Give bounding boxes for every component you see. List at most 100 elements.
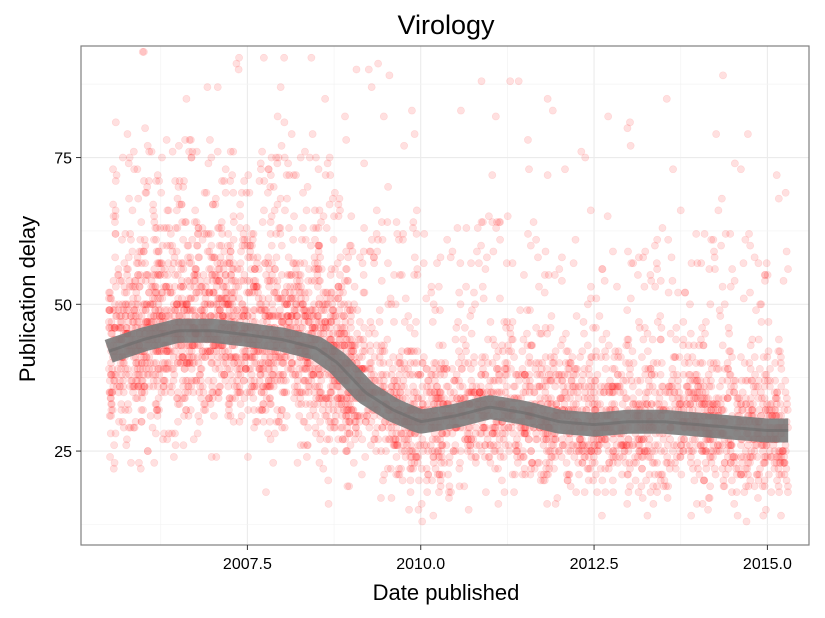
data-point	[229, 147, 238, 156]
data-point	[119, 306, 128, 315]
data-point	[228, 376, 237, 385]
data-point	[173, 224, 182, 232]
data-point	[122, 441, 131, 450]
data-point	[296, 323, 305, 332]
data-point	[127, 282, 136, 291]
data-point	[225, 394, 234, 403]
data-point	[187, 347, 196, 356]
data-point	[241, 347, 249, 356]
data-point	[212, 453, 221, 461]
data-point	[448, 364, 457, 373]
data-point	[266, 353, 274, 362]
data-point	[150, 312, 159, 320]
data-point	[619, 441, 628, 450]
data-point	[149, 200, 158, 209]
data-point	[111, 370, 120, 379]
data-point	[491, 464, 499, 473]
data-point	[500, 488, 509, 497]
data-point	[419, 259, 428, 268]
data-point	[302, 453, 311, 461]
data-point	[175, 400, 184, 409]
data-point	[294, 318, 303, 326]
data-point	[293, 312, 301, 320]
data-point	[265, 382, 274, 391]
data-point	[264, 382, 272, 391]
data-point	[299, 224, 307, 232]
data-point	[211, 200, 220, 209]
data-point	[180, 306, 188, 315]
data-point	[125, 370, 134, 379]
data-point	[234, 282, 243, 291]
data-point	[294, 271, 303, 279]
data-point	[271, 353, 280, 362]
data-point	[467, 306, 476, 315]
data-point	[177, 259, 186, 268]
data-point	[645, 382, 654, 391]
data-point	[656, 388, 664, 397]
data-point	[303, 441, 312, 450]
data-point	[129, 423, 138, 432]
data-point	[278, 294, 287, 303]
data-point	[379, 476, 387, 485]
data-point	[346, 341, 355, 350]
data-point	[318, 394, 327, 403]
data-point	[323, 435, 331, 444]
data-point	[295, 411, 304, 420]
data-point	[129, 312, 138, 320]
data-point	[428, 318, 437, 326]
data-point	[692, 229, 701, 238]
data-point	[293, 382, 302, 391]
data-point	[229, 294, 238, 303]
data-point	[194, 253, 203, 262]
data-point	[166, 288, 175, 297]
data-point	[166, 229, 175, 238]
data-point	[313, 382, 321, 391]
data-point	[152, 359, 160, 367]
data-point	[194, 359, 203, 367]
data-point	[543, 500, 552, 508]
data-point	[504, 441, 513, 450]
data-point	[727, 488, 736, 497]
data-point	[208, 253, 217, 262]
data-point	[283, 300, 292, 309]
data-point	[227, 312, 236, 320]
data-point	[240, 271, 249, 279]
data-point	[686, 376, 695, 385]
data-point	[142, 271, 150, 279]
data-point	[166, 347, 175, 356]
data-point	[206, 136, 214, 144]
data-point	[304, 423, 312, 432]
data-point	[719, 394, 728, 403]
data-point	[609, 388, 618, 397]
data-point	[299, 376, 308, 385]
data-point	[146, 411, 155, 420]
data-point	[139, 306, 147, 315]
data-point	[221, 288, 230, 297]
data-point	[540, 376, 549, 385]
data-point	[596, 388, 605, 397]
data-point	[188, 147, 197, 156]
data-point	[201, 406, 210, 414]
data-point	[724, 441, 733, 450]
data-point	[383, 335, 392, 344]
data-point	[208, 271, 217, 279]
data-point	[160, 388, 169, 397]
data-point	[310, 400, 318, 409]
data-point	[194, 229, 203, 238]
data-point	[345, 417, 353, 426]
data-point	[516, 453, 525, 461]
data-point	[695, 341, 703, 350]
data-point	[289, 259, 297, 268]
data-point	[321, 94, 330, 103]
data-point	[191, 265, 200, 273]
data-point	[451, 441, 460, 450]
data-point	[461, 341, 470, 350]
data-point	[637, 482, 646, 491]
data-point	[300, 376, 309, 385]
data-point	[489, 247, 498, 256]
data-point	[250, 423, 259, 432]
data-point	[555, 265, 564, 273]
data-point	[322, 394, 331, 403]
data-point	[687, 511, 696, 520]
data-point	[191, 271, 200, 279]
